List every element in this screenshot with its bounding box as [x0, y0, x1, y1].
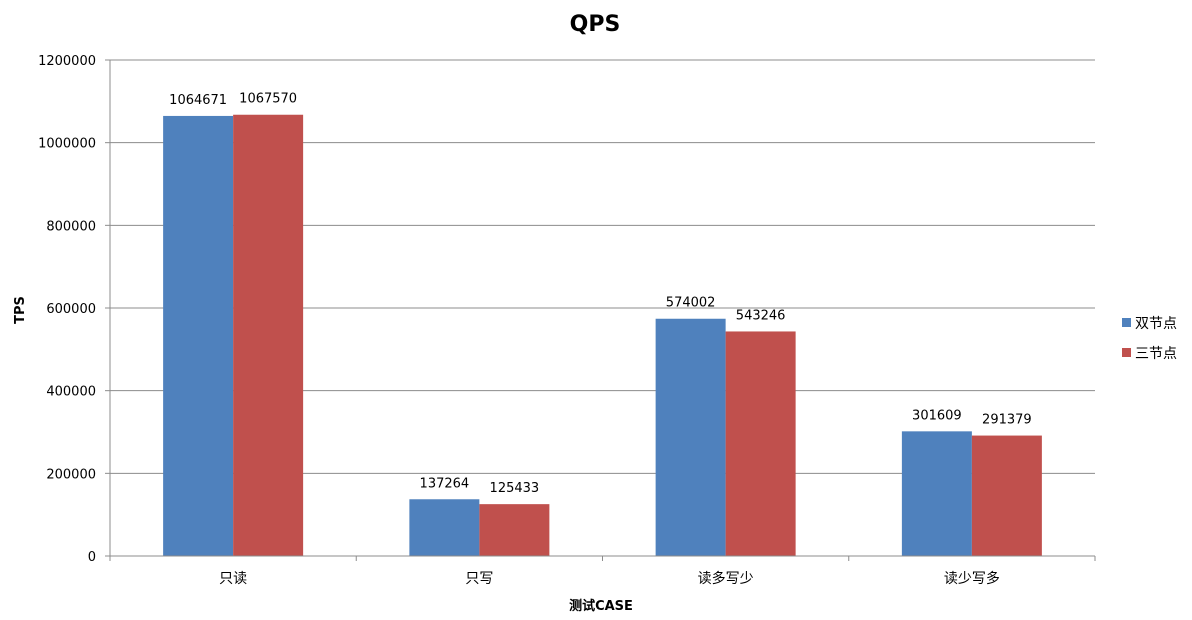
- x-category-label: 读多写少: [698, 570, 754, 587]
- y-tick-label: 1000000: [38, 137, 96, 152]
- x-axis-categories: 只读 只写 读多写少 读少写多: [219, 570, 1000, 587]
- bar: [725, 331, 796, 556]
- data-label: 301609: [912, 408, 962, 423]
- bar: [971, 435, 1042, 556]
- y-tick-label: 1200000: [38, 54, 96, 69]
- y-tick-label: 800000: [46, 219, 96, 234]
- data-labels: 1064671 1067570 137264 125433 574002 543246 30…: [169, 92, 1032, 496]
- y-tick-label: 200000: [46, 467, 96, 482]
- legend-label: 双节点: [1135, 316, 1177, 332]
- x-category-label: 只写: [465, 571, 493, 587]
- data-label: 574002: [666, 296, 716, 311]
- bar: [233, 114, 304, 556]
- y-tick-label: 600000: [46, 302, 96, 317]
- bar: [409, 499, 480, 556]
- data-label: 1064671: [169, 93, 227, 108]
- data-label: 137264: [420, 476, 470, 491]
- x-axis-title: 测试CASE: [569, 598, 633, 614]
- bar: [655, 318, 726, 556]
- bar: [901, 431, 972, 556]
- data-label: 125433: [490, 481, 540, 496]
- legend-swatch: [1122, 318, 1131, 327]
- x-category-label: 读少写多: [944, 570, 1000, 587]
- data-label: 543246: [736, 308, 786, 323]
- legend-label: 三节点: [1135, 346, 1177, 362]
- chart-title: QPS: [570, 12, 621, 37]
- y-axis-title: TPS: [13, 296, 28, 324]
- y-axis-ticks: 0 200000 400000 600000 800000 1000000 1200000: [38, 54, 96, 565]
- axes: [109, 60, 1096, 561]
- data-label: 1067570: [239, 92, 297, 107]
- bars: [163, 114, 1042, 557]
- x-category-label: 只读: [219, 570, 247, 587]
- bar: [163, 115, 234, 557]
- y-tick-label: 400000: [46, 385, 96, 400]
- bar: [479, 504, 550, 556]
- y-tick-label: 0: [88, 550, 96, 565]
- legend-swatch: [1122, 348, 1131, 357]
- data-label: 291379: [982, 413, 1032, 428]
